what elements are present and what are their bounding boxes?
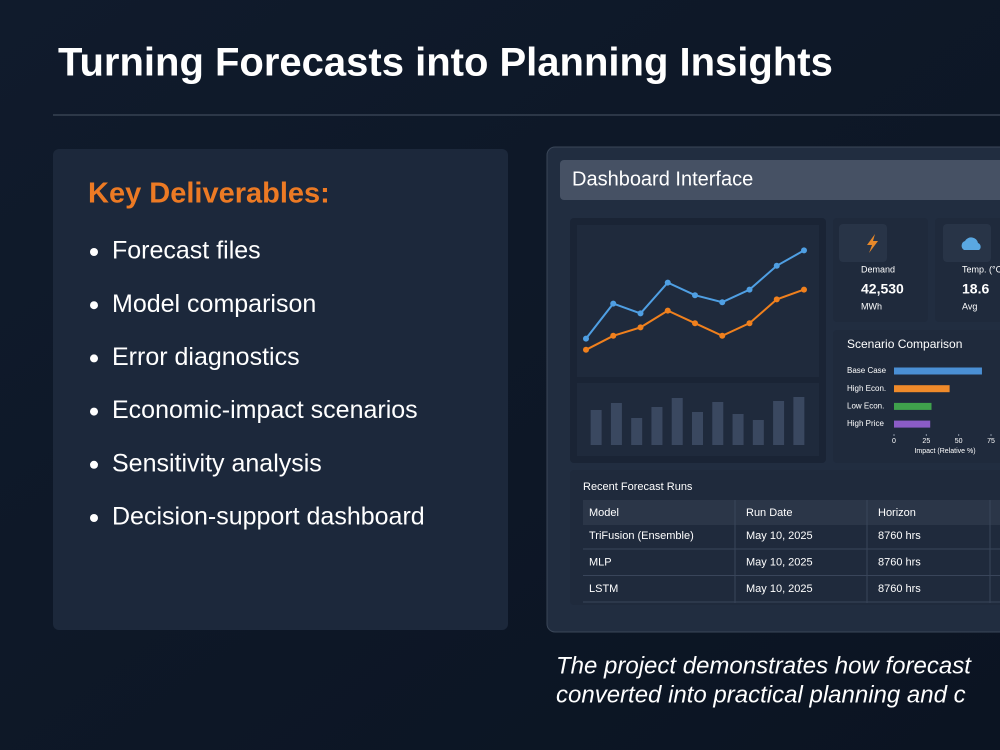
- trend-point: [773, 262, 780, 269]
- volume-bar: [773, 401, 785, 445]
- kpi-label: Demand: [861, 264, 895, 274]
- volume-bar: [610, 403, 622, 445]
- table-cell: May 10, 2025: [746, 530, 813, 542]
- trend-point: [801, 286, 807, 293]
- bullet-dot: [90, 460, 98, 469]
- trend-point: [692, 292, 698, 299]
- trend-point: [719, 332, 726, 339]
- trend-point: [637, 324, 644, 331]
- table-cell: May 10, 2025: [746, 556, 813, 568]
- runs-table: Recent Forecast Runs Model Run Date Horizon…: [583, 481, 1000, 603]
- trend-point: [664, 279, 671, 286]
- kpi-label: Temp. (°C: [962, 264, 1000, 274]
- scenario-label: High Price: [847, 419, 884, 428]
- deliverables-panel: [53, 149, 508, 630]
- table-header-row: [583, 500, 1000, 525]
- deliverable-item: Error diagnostics: [112, 343, 300, 371]
- bullet-dot: [90, 248, 98, 256]
- trend-point: [637, 310, 644, 317]
- deliverable-item: Model comparison: [112, 290, 316, 318]
- x-tick-label: 0: [892, 438, 896, 445]
- volume-bar: [671, 398, 683, 445]
- scenario-bar: [894, 385, 950, 393]
- trend-point: [773, 296, 780, 303]
- trend-point: [583, 335, 589, 342]
- trend-point: [746, 320, 753, 327]
- x-tick-label: 50: [955, 438, 963, 445]
- table-cell: 8760 hrs: [878, 583, 921, 595]
- table-cell: 8760 hrs: [878, 556, 921, 568]
- bullet-dot: [90, 354, 98, 363]
- volume-bar: [590, 410, 602, 445]
- column-header: Horizon: [878, 507, 916, 519]
- trend-point: [610, 300, 617, 307]
- kpi-value: 18.6: [962, 281, 989, 297]
- bullet-dot: [90, 514, 98, 522]
- kpi-value: 42,530: [861, 281, 904, 297]
- volume-bar: [732, 414, 744, 445]
- x-tick-label: 25: [922, 438, 930, 445]
- x-axis-label: Impact (Relative %): [914, 448, 975, 455]
- dashboard-charts: Demand 42,530 MWh Temp. (°C 18.6 Avg Scenario …: [583, 247, 1000, 455]
- bullet-dot: [90, 301, 98, 310]
- caption-line: The project demonstrates how forecast: [556, 652, 972, 679]
- table-title: Recent Forecast Runs: [583, 481, 693, 493]
- deliverables-heading: Key Deliverables:: [88, 178, 330, 210]
- trend-point: [746, 286, 753, 293]
- scenario-panel: [833, 330, 1000, 463]
- icon-box: [839, 224, 887, 262]
- column-header: Model: [589, 507, 619, 519]
- lightning-icon: [867, 234, 878, 253]
- scenario-label: Base Case: [847, 366, 887, 375]
- caption-line: converted into practical planning and c: [556, 681, 966, 708]
- scenario-label: High Econ.: [847, 384, 886, 393]
- scenario-title: Scenario Comparison: [847, 337, 962, 351]
- trend-point: [583, 346, 589, 353]
- trend-point: [692, 320, 698, 327]
- dashboard-title: Dashboard Interface: [572, 168, 753, 190]
- scenario-bar: [894, 367, 982, 375]
- volume-bar: [631, 418, 643, 445]
- caption: The project demonstrates how forecastcon…: [556, 652, 972, 708]
- table-cell: 8760 hrs: [878, 530, 921, 542]
- deliverable-item: Economic-impact scenarios: [112, 396, 418, 424]
- scenario-label: Low Econ.: [847, 402, 884, 411]
- trend-point: [801, 247, 807, 254]
- deliverable-item: Sensitivity analysis: [112, 449, 322, 477]
- volume-bar: [692, 412, 703, 445]
- trend-point: [719, 299, 726, 306]
- x-tick-label: 75: [987, 438, 995, 445]
- table-cell: May 10, 2025: [746, 583, 813, 595]
- table-cell: MLP: [589, 556, 612, 568]
- deliverable-item: Decision-support dashboard: [112, 503, 425, 531]
- table-cell: TriFusion (Ensemble): [589, 530, 694, 542]
- slide-title: Turning Forecasts into Planning Insights: [58, 41, 833, 85]
- dashboard-header: [560, 160, 1000, 200]
- bullet-dot: [90, 407, 98, 416]
- volume-bar: [793, 397, 805, 445]
- volume-bar: [752, 420, 764, 445]
- deliverables-list: Forecast files Model comparison Error diag…: [90, 237, 425, 531]
- kpi-unit: Avg: [962, 301, 977, 311]
- cloud-icon: [961, 237, 981, 250]
- table-cell: LSTM: [589, 583, 618, 595]
- kpi-unit: MWh: [861, 301, 882, 311]
- trend-point: [610, 332, 617, 339]
- volume-bar: [651, 407, 663, 445]
- volume-bar: [712, 402, 724, 445]
- trend-point: [664, 307, 671, 314]
- deliverable-item: Forecast files: [112, 237, 261, 265]
- scenario-bar: [894, 420, 931, 428]
- column-header: Run Date: [746, 507, 792, 519]
- scenario-bar: [894, 402, 932, 410]
